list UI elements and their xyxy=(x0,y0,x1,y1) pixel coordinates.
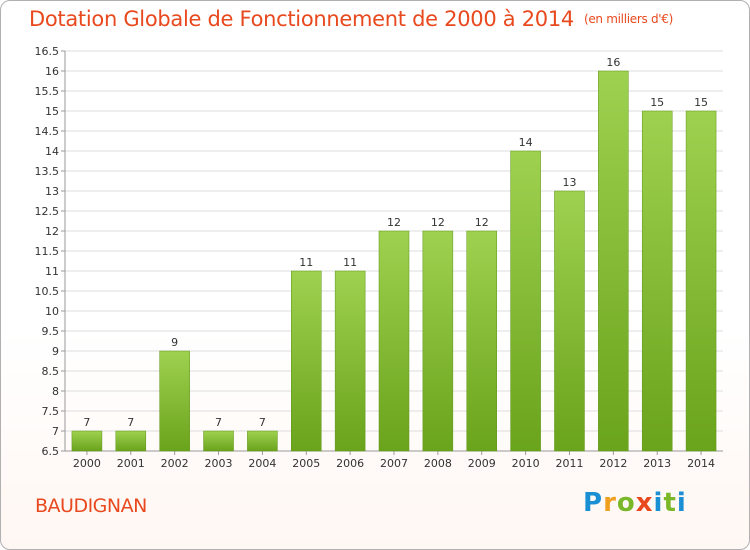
data-label: 12 xyxy=(431,216,445,229)
data-label: 11 xyxy=(299,256,313,269)
x-tick-label: 2012 xyxy=(599,457,627,470)
data-label: 7 xyxy=(259,416,266,429)
y-tick-label: 7.5 xyxy=(42,405,60,418)
commune-name: BAUDIGNAN xyxy=(35,495,147,517)
proxiti-logo: Proxiti xyxy=(583,488,687,518)
data-label: 7 xyxy=(127,416,134,429)
logo-letter: P xyxy=(583,488,604,518)
data-label: 13 xyxy=(562,176,576,189)
data-label: 16 xyxy=(606,56,620,69)
y-tick-label: 10.5 xyxy=(35,285,60,298)
y-tick-label: 14 xyxy=(45,145,59,158)
data-label: 15 xyxy=(694,96,708,109)
data-label: 9 xyxy=(171,336,178,349)
y-tick-label: 16 xyxy=(45,65,59,78)
bar xyxy=(247,430,278,452)
x-tick-label: 2013 xyxy=(643,457,671,470)
chart-subtitle: (en milliers d'€) xyxy=(583,12,673,26)
data-label: 7 xyxy=(215,416,222,429)
y-tick-label: 10 xyxy=(45,305,59,318)
x-tick-label: 2008 xyxy=(424,457,452,470)
y-tick-label: 6.5 xyxy=(42,445,60,458)
y-tick-label: 12 xyxy=(45,225,59,238)
y-tick-label: 13 xyxy=(45,185,59,198)
bar xyxy=(115,430,147,452)
x-tick-label: 2010 xyxy=(512,457,540,470)
bar xyxy=(510,150,541,452)
y-tick-label: 9.5 xyxy=(42,325,60,338)
y-tick-label: 11.5 xyxy=(35,245,60,258)
y-tick-label: 13.5 xyxy=(35,165,60,178)
bars xyxy=(71,70,717,452)
x-tick-label: 2005 xyxy=(292,457,320,470)
y-tick-label: 14.5 xyxy=(35,125,60,138)
x-tick-label: 2014 xyxy=(687,457,715,470)
bar xyxy=(378,230,410,452)
bar xyxy=(334,270,366,452)
data-label: 11 xyxy=(343,256,357,269)
bar xyxy=(159,350,190,452)
bar xyxy=(641,110,673,452)
y-tick-label: 11 xyxy=(45,265,59,278)
x-tick-label: 2004 xyxy=(248,457,276,470)
x-tick-label: 2001 xyxy=(117,457,145,470)
y-tick-label: 15 xyxy=(45,105,59,118)
bar xyxy=(422,230,454,452)
bar xyxy=(466,230,497,452)
labels: 6.5 7 7.5 8 8.5 9 9.5 10 10.5 11 11.5 12 12.5 13 13.5 1… xyxy=(35,45,716,470)
x-tick-label: 2000 xyxy=(73,457,101,470)
logo-letter: i xyxy=(676,488,687,518)
logo-letter: x xyxy=(635,488,654,518)
bar xyxy=(71,430,103,452)
x-tick-label: 2011 xyxy=(555,457,583,470)
bar xyxy=(598,70,629,452)
x-tick-label: 2003 xyxy=(205,457,233,470)
data-label: 7 xyxy=(83,416,90,429)
data-label: 14 xyxy=(519,136,533,149)
logo-letter: o xyxy=(616,488,636,518)
y-tick-label: 8.5 xyxy=(42,365,60,378)
logo-letter: r xyxy=(603,488,617,518)
y-tick-label: 15.5 xyxy=(35,85,60,98)
chart-title-text: Dotation Globale de Fonctionnement de 20… xyxy=(29,7,574,31)
x-tick-label: 2009 xyxy=(468,457,496,470)
x-tick-label: 2006 xyxy=(336,457,364,470)
data-label: 15 xyxy=(650,96,664,109)
x-tick-label: 2007 xyxy=(380,457,408,470)
y-tick-label: 12.5 xyxy=(35,205,60,218)
x-tick-label: 2002 xyxy=(161,457,189,470)
y-tick-label: 9 xyxy=(52,345,59,358)
y-tick-label: 7 xyxy=(52,425,59,438)
data-label: 12 xyxy=(387,216,401,229)
bar xyxy=(685,110,717,452)
chart-title: Dotation Globale de Fonctionnement de 20… xyxy=(29,7,673,31)
y-tick-label: 16.5 xyxy=(35,45,60,58)
bar xyxy=(203,430,234,452)
data-label: 12 xyxy=(475,216,489,229)
logo-letter: i xyxy=(653,488,664,518)
logo-letter: t xyxy=(663,488,677,518)
bar xyxy=(554,190,585,452)
bar xyxy=(291,270,322,452)
y-tick-label: 8 xyxy=(52,385,59,398)
